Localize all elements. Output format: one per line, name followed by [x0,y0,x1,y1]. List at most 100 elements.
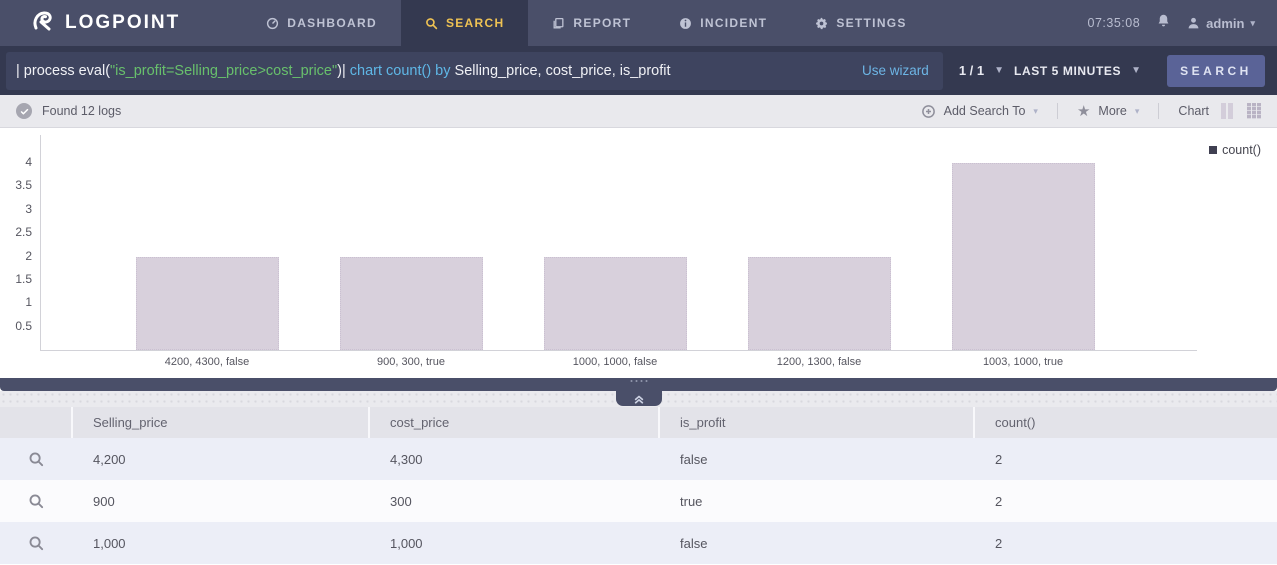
x-axis-label: 900, 300, true [377,356,445,368]
table-cell: 300 [390,493,412,509]
nav-item-dashboard[interactable]: DASHBOARD [242,0,401,46]
row-search-icon[interactable] [28,493,45,510]
legend-label: count() [1222,143,1261,157]
row-drilldown-button[interactable] [0,451,73,468]
logo-text: LOGPOINT [65,12,181,33]
separator [1056,103,1058,119]
chart-bar[interactable] [135,256,279,350]
user-caret-icon: ▾ [1250,17,1255,28]
divider-drag-handle[interactable] [0,378,1277,391]
found-logs: Found 12 logs [16,103,121,119]
incident-icon [680,17,692,29]
bar-chart-view-icon[interactable] [1221,103,1235,119]
username: admin [1206,15,1245,31]
y-axis-tick: 0.5 [15,318,32,333]
add-search-caret-icon: ▾ [1033,105,1038,116]
query-segment: "is_profit=Selling_price>cost_price" [110,62,338,79]
collapse-chart-button[interactable] [615,391,662,406]
panel-divider [0,378,1277,407]
query-segment: chart count() by [349,62,455,79]
table-cell: 4,200 [93,451,126,467]
nav-item-label: REPORT [573,16,632,30]
legend-swatch [1209,146,1218,154]
grid-view-icon[interactable] [1247,103,1261,119]
table-header-is_profit: is_profit [660,407,975,438]
table-header: Selling_price cost_price is_profit count() [0,407,1277,438]
double-chevron-up-icon [634,395,643,404]
search-button[interactable]: SEARCH [1167,54,1265,87]
use-wizard-link[interactable]: Use wizard [862,63,929,78]
table-cell: 2 [995,451,1003,467]
nav-item-incident[interactable]: INCIDENT [655,0,791,46]
settings-icon [816,17,828,29]
row-drilldown-button[interactable] [0,493,73,510]
y-axis-tick: 2.5 [15,225,32,240]
nav-item-search[interactable]: SEARCH [400,0,529,46]
table-cell: 1,000 [390,535,423,551]
y-axis-tick: 3 [25,201,32,216]
more-caret-icon: ▾ [1134,105,1140,116]
chart-legend: count() [1209,143,1261,157]
time-range-select[interactable]: LAST 5 MINUTES [1014,63,1122,78]
row-search-icon[interactable] [28,535,45,552]
query-segment: )| [337,62,350,79]
table-cell: 4,300 [390,451,423,467]
row-search-icon[interactable] [28,451,45,468]
time-range-caret-icon[interactable]: ▼ [1131,65,1141,76]
user-menu[interactable]: admin ▾ [1187,16,1255,31]
found-logs-text: Found 12 logs [42,104,122,118]
chart-bar[interactable] [951,163,1095,350]
x-axis-label: 1200, 1300, false [776,356,862,368]
table-cell: 2 [995,493,1003,509]
y-axis-tick: 1 [25,295,32,310]
page-caret-icon[interactable]: ▼ [994,65,1005,76]
table-row[interactable]: 4,200 4,300 false 2 [0,438,1277,480]
x-axis-label: 1003, 1000, true [982,356,1064,368]
notifications-bell-icon[interactable] [1156,13,1171,34]
table-body: 4,200 4,300 false 2 900 300 true 2 1,000 1,000 fal… [0,438,1277,564]
query-segment: Selling_price, cost_price, is_profit [454,62,671,79]
results-table: Selling_price cost_price is_profit count() … [0,407,1277,564]
chart-bar[interactable] [339,256,483,350]
search-query-input[interactable]: | process eval("is_profit=Selling_price>… [6,51,943,90]
nav-item-settings[interactable]: SETTINGS [791,0,930,46]
more-button[interactable]: ★ More ▾ [1076,103,1140,120]
user-icon [1188,17,1199,29]
table-row[interactable]: 1,000 1,000 false 2 [0,522,1277,564]
table-cell: false [680,451,708,467]
nav-item-label: SETTINGS [836,16,907,30]
y-axis-tick: 4 [25,155,32,169]
table-cell: false [680,535,708,551]
table-row[interactable]: 900 300 true 2 [0,480,1277,522]
add-search-to-button[interactable]: Add Search To ▾ [921,104,1038,119]
nav-item-label: DASHBOARD [287,16,377,30]
status-actions: Add Search To ▾ ★ More ▾ Chart [921,102,1261,120]
separator [1158,103,1160,119]
dashboard-icon [267,17,279,29]
query-bar: | process eval("is_profit=Selling_price>… [0,46,1277,95]
nav-items: DASHBOARD SEARCH REPORT INCIDENT SETTINGS [242,0,930,46]
table-cell: 2 [995,535,1003,551]
plus-circle-icon [921,104,935,118]
table-cell: true [680,493,703,509]
nav-item-report[interactable]: REPORT [528,0,655,46]
report-icon [553,17,564,28]
table-cell: 1,000 [93,535,126,551]
row-drilldown-button[interactable] [0,535,73,552]
page-indicator: 1 / 1 [958,63,985,78]
nav-right: 07:35:08 admin ▾ [1088,0,1277,46]
chart-view-switch: Chart [1178,103,1261,119]
check-circle-icon [16,103,32,119]
chart-bar[interactable] [543,256,687,350]
x-axis-line [40,350,1197,351]
x-axis-label: 1000, 1000, false [572,356,658,368]
search-icon [426,17,438,29]
clock: 07:35:08 [1087,16,1141,30]
chart-bar[interactable] [747,256,891,350]
logpoint-logo[interactable]: LOGPOINT [0,0,242,46]
y-axis-tick: 3.5 [15,178,32,193]
table-header-count: count() [975,407,1277,438]
logpoint-logo-icon [30,8,56,39]
chart-panel: count() 0.5 1 1.5 2 2.5 3 3.5 4 4200, 4300, fals… [0,128,1277,378]
